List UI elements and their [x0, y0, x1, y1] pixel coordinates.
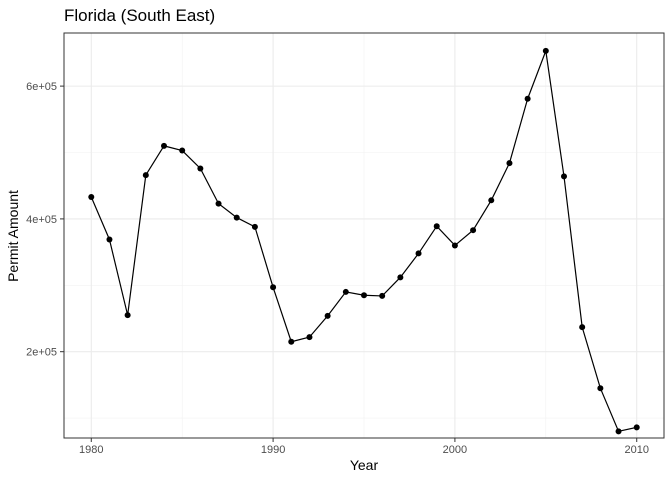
y-tick-label-200000: 2e+05	[26, 347, 57, 359]
y-axis-title: Permit Amount	[5, 190, 21, 282]
x-tick-label-1980: 1980	[79, 444, 103, 456]
data-point-1997	[397, 274, 404, 281]
x-tick-label-1990: 1990	[261, 444, 285, 456]
data-point-1999	[433, 223, 440, 230]
y-tick-label-400000: 4e+05	[26, 214, 57, 226]
data-point-1998	[415, 250, 422, 257]
data-point-1989	[251, 223, 258, 230]
data-point-2002	[488, 197, 495, 204]
x-axis: 1980 1990 2000 2010	[79, 438, 649, 456]
data-point-2007	[579, 324, 586, 331]
data-point-1991	[288, 338, 295, 345]
y-axis: 2e+05 4e+05 6e+05	[26, 81, 64, 359]
data-point-1987	[215, 200, 222, 207]
grid-minor	[64, 33, 664, 438]
data-point-2006	[561, 173, 567, 180]
x-axis-title: Year	[350, 457, 379, 473]
plot-border	[63, 32, 665, 439]
data-point-1983	[142, 172, 149, 179]
data-point-2004	[524, 95, 531, 102]
grid-major	[64, 33, 664, 438]
data-point-1982	[124, 312, 131, 319]
data-point-2000	[451, 242, 458, 249]
data-point-1994	[342, 288, 349, 295]
data-point-1981	[106, 236, 113, 243]
data-point-1992	[306, 334, 313, 341]
data-point-1980	[88, 193, 95, 200]
data-point-1990	[270, 284, 277, 291]
data-point-1985	[179, 147, 186, 154]
data-point-2005	[542, 47, 549, 54]
data-point-1993	[324, 312, 331, 319]
x-tick-label-2010: 2010	[624, 444, 648, 456]
data-point-1984	[161, 142, 167, 149]
chart-title: Florida (South East)	[64, 6, 215, 25]
data-point-2003	[506, 160, 513, 167]
data-point-1988	[233, 214, 240, 221]
data-point-2008	[597, 385, 604, 392]
data-point-1986	[197, 165, 204, 172]
data-point-2010	[633, 424, 640, 431]
data-point-1996	[379, 292, 386, 299]
x-tick-label-2000: 2000	[443, 444, 467, 456]
data-point-2001	[470, 227, 477, 234]
data-point-1995	[361, 292, 367, 299]
data-point-2009	[615, 428, 622, 435]
data-points	[88, 47, 640, 435]
y-tick-label-600000: 6e+05	[26, 81, 57, 93]
